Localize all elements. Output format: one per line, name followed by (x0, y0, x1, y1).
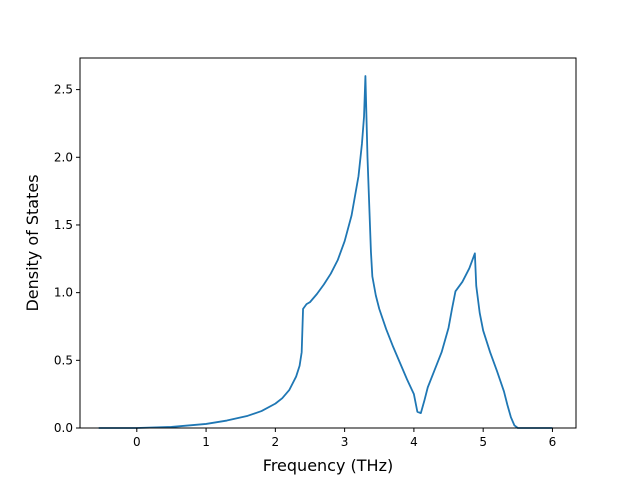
x-tick-label: 3 (341, 435, 349, 449)
y-axis: 0.0 0.5 1.0 1.5 2.0 2.5 (54, 83, 80, 435)
y-tick-label: 2.5 (54, 83, 73, 97)
y-tick-label: 2.0 (54, 150, 73, 164)
y-tick-label: 0.0 (54, 421, 73, 435)
x-axis-label: Frequency (THz) (263, 456, 393, 475)
x-tick-label: 1 (202, 435, 210, 449)
series-layer (98, 75, 553, 429)
x-tick-label: 2 (272, 435, 280, 449)
x-tick-label: 5 (479, 435, 487, 449)
x-tick-label: 0 (133, 435, 141, 449)
x-tick-label: 6 (549, 435, 557, 449)
x-tick-label: 4 (410, 435, 418, 449)
dos-series-line (98, 75, 553, 429)
y-tick-label: 0.5 (54, 353, 73, 367)
y-tick-label: 1.5 (54, 218, 73, 232)
x-axis: 0 1 2 3 4 5 6 (133, 428, 556, 449)
plot-frame (79, 57, 577, 429)
y-axis-label: Density of States (23, 174, 42, 311)
y-tick-label: 1.0 (54, 286, 73, 300)
